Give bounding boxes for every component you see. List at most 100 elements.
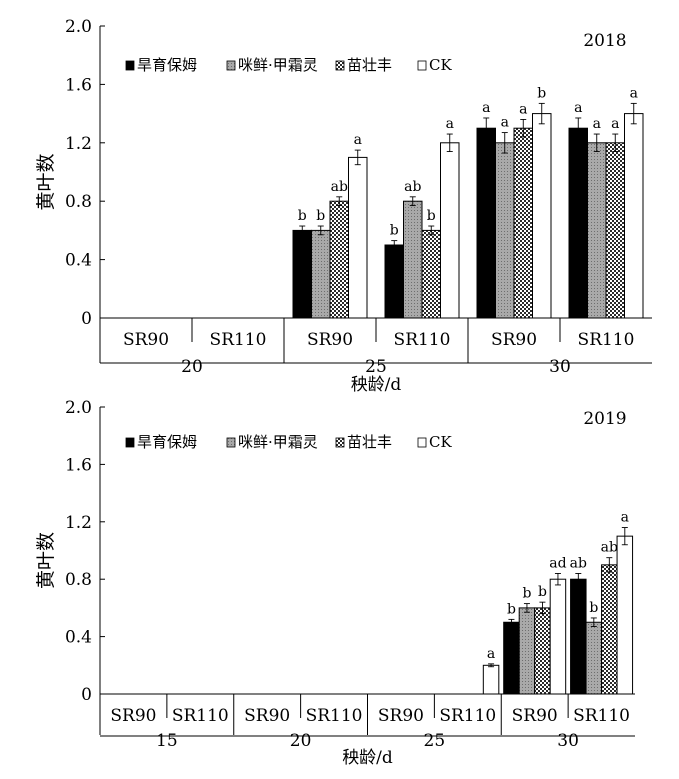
- significance-label: b: [522, 586, 531, 602]
- x-tick-label: SR90: [491, 330, 537, 350]
- legend-swatch: [417, 60, 427, 71]
- bar: [568, 127, 588, 319]
- x-tick-label: SR110: [439, 706, 496, 726]
- significance-label: ab: [601, 540, 618, 556]
- y-tick-label: 2.0: [65, 398, 92, 418]
- significance-label: a: [482, 100, 490, 116]
- bar: [482, 664, 500, 695]
- bar: [534, 607, 551, 695]
- bar: [532, 113, 552, 319]
- x-axis-label: 秧龄/d: [351, 375, 402, 395]
- x-tick-label: SR110: [394, 330, 451, 350]
- bar: [570, 578, 587, 695]
- y-tick-label: 0.4: [65, 251, 92, 271]
- age-group-label: 30: [549, 357, 571, 377]
- x-tick-label: SR110: [306, 706, 363, 726]
- y-tick-label: 0.8: [65, 192, 92, 212]
- bar: [476, 127, 496, 319]
- significance-label: b: [537, 85, 546, 101]
- significance-label: ab: [331, 179, 348, 195]
- legend-label: 苗壮丰: [347, 433, 392, 451]
- y-tick-label: 0.8: [65, 570, 92, 590]
- bar: [311, 229, 331, 319]
- significance-label: b: [316, 208, 325, 224]
- y-tick-label: 0: [81, 309, 92, 329]
- bar: [587, 142, 607, 319]
- x-axis-label: 秧龄/d: [342, 748, 393, 768]
- significance-label: ab: [404, 179, 421, 195]
- legend-label: 旱育保姆: [137, 433, 197, 451]
- legend-label: CK: [429, 56, 452, 74]
- significance-label: a: [611, 116, 619, 132]
- bar: [549, 578, 567, 695]
- significance-label: b: [298, 208, 307, 224]
- x-tick-label: SR90: [123, 330, 169, 350]
- legend-swatch: [125, 437, 135, 448]
- y-tick-label: 2.0: [65, 17, 92, 37]
- legend-swatch: [417, 437, 427, 448]
- legend-swatch: [335, 60, 345, 71]
- significance-label: a: [354, 132, 362, 148]
- y-axis-label: 黄叶数: [35, 532, 57, 589]
- legend-label: 咪鲜·甲霜灵: [238, 56, 318, 74]
- bar: [329, 200, 349, 319]
- bar: [616, 535, 634, 695]
- x-tick-label: SR90: [110, 706, 156, 726]
- significance-label: b: [589, 600, 598, 616]
- significance-label: b: [427, 208, 436, 224]
- x-tick-label: SR90: [244, 706, 290, 726]
- bar: [403, 200, 423, 319]
- bar: [513, 127, 533, 319]
- significance-label: a: [519, 101, 527, 117]
- significance-label: a: [446, 116, 454, 132]
- y-tick-label: 1.6: [65, 75, 92, 95]
- significance-label: b: [390, 223, 399, 239]
- chart-title: 2019: [583, 409, 626, 429]
- bar: [495, 142, 515, 319]
- legend-label: CK: [429, 433, 452, 451]
- x-tick-label: SR110: [172, 706, 229, 726]
- bar: [624, 113, 644, 319]
- legend-swatch: [125, 60, 135, 71]
- bar: [503, 621, 520, 695]
- legend-swatch: [226, 60, 236, 71]
- legend-label: 旱育保姆: [137, 56, 197, 74]
- bar: [292, 229, 312, 319]
- x-tick-label: SR90: [378, 706, 424, 726]
- significance-label: a: [630, 85, 638, 101]
- age-group-label: 20: [290, 731, 312, 751]
- bar: [384, 244, 404, 319]
- age-group-label: 25: [365, 357, 387, 377]
- y-axis-label: 黄叶数: [35, 153, 57, 210]
- y-tick-label: 1.2: [65, 134, 92, 154]
- significance-label: a: [621, 510, 629, 526]
- legend-swatch: [335, 437, 345, 448]
- legend-label: 苗壮丰: [347, 56, 392, 74]
- bar: [440, 142, 460, 319]
- significance-label: ad: [549, 555, 566, 571]
- chart-title: 2018: [583, 31, 626, 51]
- bar: [348, 156, 368, 319]
- bar: [518, 607, 536, 695]
- x-tick-label: SR110: [578, 330, 635, 350]
- y-tick-label: 0: [81, 685, 92, 705]
- y-tick-label: 1.6: [65, 455, 92, 475]
- x-tick-label: SR110: [210, 330, 267, 350]
- age-group-label: 30: [557, 731, 579, 751]
- x-tick-label: SR90: [307, 330, 353, 350]
- significance-label: a: [574, 100, 582, 116]
- bar: [605, 142, 625, 319]
- age-group-label: 20: [181, 357, 203, 377]
- chart-2019: 0 0.4 0.8 1.2 1.6 2.0 黄叶数 SR90 SR110 SR90 SR110 SR9…: [35, 398, 635, 768]
- legend-label: 咪鲜·甲霜灵: [238, 433, 318, 451]
- y-tick-label: 1.2: [65, 513, 92, 533]
- significance-label: b: [538, 584, 547, 600]
- significance-label: b: [507, 601, 516, 617]
- age-group-label: 15: [156, 731, 178, 751]
- x-tick-label: SR110: [573, 706, 630, 726]
- age-group-label: 25: [424, 731, 446, 751]
- bar: [421, 229, 441, 319]
- significance-label: a: [593, 116, 601, 132]
- bar: [585, 621, 603, 695]
